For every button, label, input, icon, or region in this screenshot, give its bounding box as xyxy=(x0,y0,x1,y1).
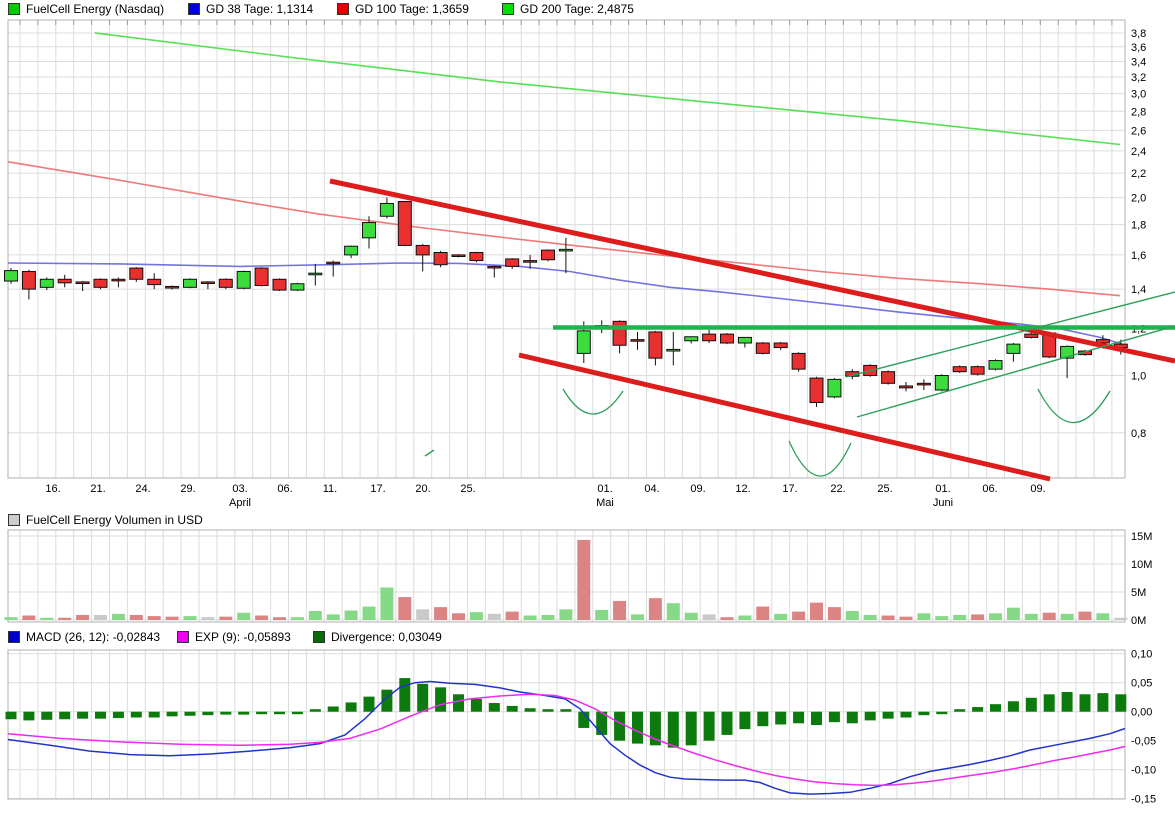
svg-text:0,8: 0,8 xyxy=(1131,428,1146,440)
macd-label: MACD (26, 12): -0,02843 xyxy=(26,630,161,644)
svg-text:2,8: 2,8 xyxy=(1131,106,1146,118)
svg-text:3,6: 3,6 xyxy=(1131,42,1146,54)
volume-y-axis-labels: 15M 10M 5M 0M xyxy=(1131,531,1152,627)
svg-text:16.: 16. xyxy=(45,483,60,495)
svg-text:01.: 01. xyxy=(597,483,612,495)
svg-text:25.: 25. xyxy=(877,483,892,495)
legend-item-symbol: FuelCell Energy (Nasdaq) xyxy=(8,2,164,16)
svg-text:04.: 04. xyxy=(644,483,659,495)
divergence-label: Divergence: 0,03049 xyxy=(331,630,442,644)
legend-item-macd: MACD (26, 12): -0,02843 xyxy=(8,630,160,644)
svg-text:3,8: 3,8 xyxy=(1131,28,1146,40)
svg-text:5M: 5M xyxy=(1131,587,1146,599)
svg-text:01.: 01. xyxy=(935,483,950,495)
svg-text:29.: 29. xyxy=(180,483,195,495)
svg-text:20.: 20. xyxy=(415,483,430,495)
svg-text:09.: 09. xyxy=(1030,483,1045,495)
svg-text:2,2: 2,2 xyxy=(1131,168,1146,180)
legend-item-gd38: GD 38 Tage: 1,1314 xyxy=(188,2,313,16)
svg-text:-0,05: -0,05 xyxy=(1131,736,1156,748)
line-gd200 xyxy=(94,32,1121,146)
gd100-label: GD 100 Tage: 1,3659 xyxy=(355,2,469,16)
svg-text:17.: 17. xyxy=(782,483,797,495)
svg-text:09.: 09. xyxy=(690,483,705,495)
line-gd38 xyxy=(7,262,1123,345)
svg-text:25.: 25. xyxy=(460,483,475,495)
panel-borders xyxy=(7,19,1126,800)
exp-swatch-icon xyxy=(177,631,189,643)
svg-text:0M: 0M xyxy=(1131,615,1146,627)
svg-text:2,6: 2,6 xyxy=(1131,125,1146,137)
svg-text:-0,15: -0,15 xyxy=(1131,794,1156,806)
svg-text:-0,10: -0,10 xyxy=(1131,765,1156,777)
legend-item-gd100: GD 100 Tage: 1,3659 xyxy=(337,2,469,16)
symbol-title: FuelCell Energy (Nasdaq) xyxy=(26,2,165,16)
gd38-label: GD 38 Tage: 1,1314 xyxy=(206,2,314,16)
svg-text:2,4: 2,4 xyxy=(1131,146,1146,158)
exp-line xyxy=(7,693,1126,787)
svg-text:1,6: 1,6 xyxy=(1131,250,1146,262)
gd200-swatch-icon xyxy=(502,3,514,15)
legend-item-divergence: Divergence: 0,03049 xyxy=(313,630,442,644)
svg-text:06.: 06. xyxy=(982,483,997,495)
svg-text:17.: 17. xyxy=(370,483,385,495)
divergence-swatch-icon xyxy=(313,631,325,643)
gd38-swatch-icon xyxy=(188,3,200,15)
svg-text:11.: 11. xyxy=(323,483,337,495)
svg-text:21.: 21. xyxy=(90,483,105,495)
legend-item-volume: FuelCell Energy Volumen in USD xyxy=(8,513,203,527)
svg-text:0,10: 0,10 xyxy=(1131,649,1152,661)
gd200-label: GD 200 Tage: 2,4875 xyxy=(520,2,634,16)
legend-item-exp: EXP (9): -0,05893 xyxy=(177,630,291,644)
svg-text:Mai: Mai xyxy=(596,497,614,509)
svg-text:1,8: 1,8 xyxy=(1131,220,1146,232)
line-gd100 xyxy=(7,161,1121,297)
svg-text:1,4: 1,4 xyxy=(1131,284,1146,296)
legend-item-gd200: GD 200 Tage: 2,4875 xyxy=(502,2,634,16)
svg-text:April: April xyxy=(229,497,251,509)
exp-label: EXP (9): -0,05893 xyxy=(195,630,291,644)
symbol-swatch-icon xyxy=(8,3,20,15)
svg-text:0,00: 0,00 xyxy=(1131,707,1152,719)
svg-text:12.: 12. xyxy=(735,483,750,495)
svg-text:3,0: 3,0 xyxy=(1131,89,1146,101)
svg-text:06.: 06. xyxy=(277,483,292,495)
svg-text:3,4: 3,4 xyxy=(1131,56,1146,68)
svg-text:1,0: 1,0 xyxy=(1131,371,1146,383)
volume-label: FuelCell Energy Volumen in USD xyxy=(26,513,203,527)
svg-text:0,05: 0,05 xyxy=(1131,678,1152,690)
svg-text:22.: 22. xyxy=(830,483,845,495)
svg-text:24.: 24. xyxy=(135,483,150,495)
svg-text:15M: 15M xyxy=(1131,531,1152,543)
svg-text:3,2: 3,2 xyxy=(1131,72,1146,84)
x-axis-labels: 16. 21. 24. 29. 03. April 06. 11. 17. 20. 25. 01. Ma… xyxy=(45,483,1045,509)
svg-text:Juni: Juni xyxy=(933,497,953,509)
price-y-axis-labels: 3,8 3,6 3,4 3,2 3,0 2,8 2,6 2,4 2,2 2,0 1,8 1,6 1,4 1… xyxy=(1131,28,1146,440)
svg-text:10M: 10M xyxy=(1131,559,1152,571)
svg-text:03.: 03. xyxy=(232,483,247,495)
macd-swatch-icon xyxy=(8,631,20,643)
gd100-swatch-icon xyxy=(337,3,349,15)
macd-histogram xyxy=(5,678,1127,748)
candlesticks xyxy=(4,197,1128,407)
gridlines xyxy=(8,20,1125,800)
macd-y-axis-labels: 0,10 0,05 0,00 -0,05 -0,10 -0,15 xyxy=(1131,649,1156,806)
volume-bars xyxy=(4,539,1128,620)
svg-text:2,0: 2,0 xyxy=(1131,193,1146,205)
volume-swatch-icon xyxy=(8,514,20,526)
annotations xyxy=(329,178,1175,482)
